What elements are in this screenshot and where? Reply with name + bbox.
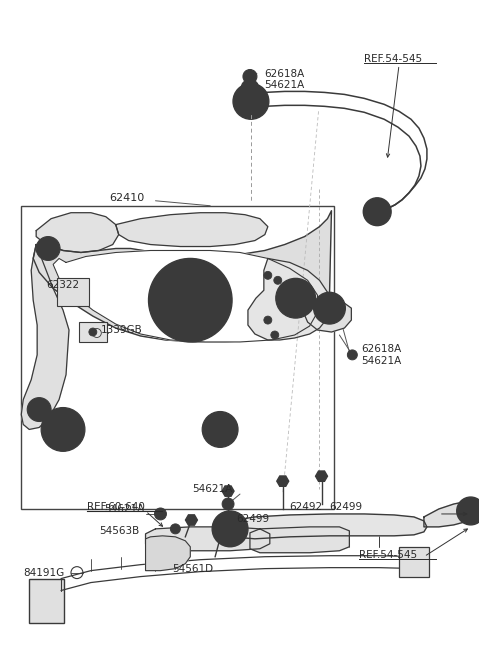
Circle shape [210, 419, 230, 440]
Text: 1339GB: 1339GB [101, 325, 143, 335]
Circle shape [246, 96, 256, 106]
Polygon shape [145, 527, 270, 551]
Circle shape [325, 304, 334, 312]
Text: 62499: 62499 [329, 502, 362, 512]
Circle shape [276, 278, 315, 318]
Circle shape [313, 292, 346, 324]
Circle shape [274, 276, 282, 284]
Bar [399, 547, 429, 577]
Circle shape [281, 291, 288, 299]
Polygon shape [250, 527, 349, 553]
Text: 62410: 62410 [109, 193, 144, 203]
Polygon shape [33, 211, 332, 342]
Circle shape [219, 518, 241, 540]
Circle shape [184, 294, 196, 306]
Text: 62322: 62322 [46, 280, 79, 290]
Text: 54621A: 54621A [264, 80, 304, 90]
Circle shape [89, 328, 97, 336]
Circle shape [27, 397, 51, 421]
Circle shape [243, 70, 257, 84]
Circle shape [148, 258, 232, 342]
Text: 62618A: 62618A [361, 344, 402, 354]
Polygon shape [248, 258, 329, 340]
Circle shape [241, 80, 259, 98]
Circle shape [162, 272, 218, 328]
Circle shape [284, 286, 308, 310]
Circle shape [41, 407, 85, 452]
Circle shape [155, 508, 167, 520]
Polygon shape [36, 213, 119, 252]
Circle shape [240, 90, 262, 112]
Polygon shape [424, 502, 479, 527]
Circle shape [271, 331, 279, 339]
Circle shape [233, 84, 269, 119]
Polygon shape [21, 245, 69, 429]
Circle shape [348, 350, 357, 360]
Circle shape [363, 198, 391, 225]
Circle shape [222, 498, 234, 510]
Bar [79, 322, 107, 342]
Circle shape [321, 299, 338, 317]
Text: 62499: 62499 [236, 514, 269, 524]
Text: 62618A: 62618A [264, 68, 304, 78]
Text: 54621A: 54621A [192, 484, 232, 494]
Circle shape [170, 524, 180, 534]
Circle shape [225, 524, 235, 534]
Polygon shape [305, 302, 351, 332]
Polygon shape [116, 213, 268, 246]
Text: REF.60-640: REF.60-640 [87, 502, 145, 512]
Circle shape [33, 403, 45, 415]
Text: REF.54-545: REF.54-545 [364, 54, 422, 64]
Bar [57, 278, 89, 306]
Circle shape [42, 243, 54, 254]
Circle shape [457, 497, 480, 525]
Circle shape [370, 205, 384, 219]
Text: 54561D: 54561D [172, 564, 214, 573]
Circle shape [176, 286, 204, 314]
Circle shape [202, 411, 238, 448]
Text: 54621A: 54621A [361, 356, 402, 366]
Bar [21, 206, 335, 509]
Circle shape [49, 415, 77, 444]
Text: 84191G: 84191G [23, 567, 64, 577]
Circle shape [291, 293, 300, 303]
Bar [29, 579, 64, 624]
Polygon shape [145, 536, 190, 571]
Circle shape [215, 424, 225, 434]
Text: 54621A: 54621A [104, 504, 144, 514]
Polygon shape [53, 250, 318, 342]
Circle shape [157, 511, 164, 517]
Polygon shape [230, 514, 427, 539]
Circle shape [464, 504, 478, 518]
Circle shape [212, 511, 248, 547]
Text: 54563B: 54563B [99, 526, 139, 536]
Text: REF.54-545: REF.54-545 [360, 550, 418, 560]
Circle shape [264, 272, 272, 280]
Text: 62492: 62492 [290, 502, 323, 512]
Circle shape [264, 316, 272, 324]
Circle shape [36, 237, 60, 260]
Circle shape [56, 423, 70, 436]
